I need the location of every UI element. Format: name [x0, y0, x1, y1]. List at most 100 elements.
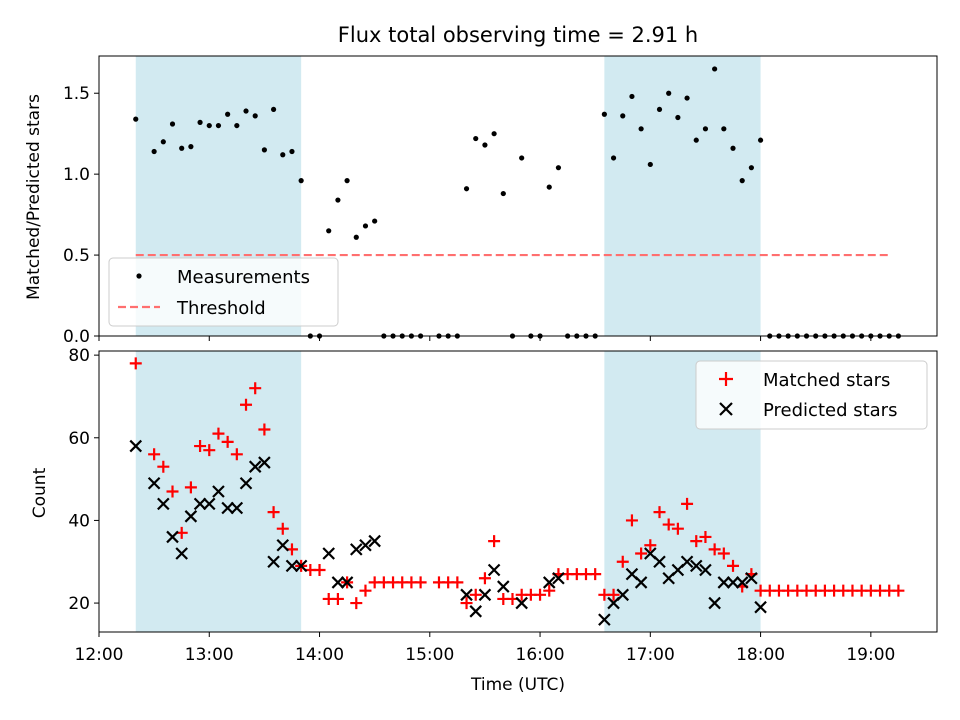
- matched-star-point: [203, 444, 216, 457]
- matched-star-point: [690, 535, 703, 548]
- predicted-star-point: [653, 555, 666, 569]
- x-tick-label: 17:00: [626, 645, 675, 665]
- matched-star-point: [644, 539, 657, 552]
- matched-star-point: [478, 572, 491, 585]
- predicted-star-point: [717, 576, 731, 589]
- measurement-point: [169, 121, 176, 127]
- measurement-point: [326, 228, 332, 234]
- matched-star-point: [699, 530, 712, 543]
- measurement-point: [519, 155, 525, 161]
- legend-marker-predicted: [719, 402, 733, 416]
- matched-star-point: [313, 564, 326, 577]
- predicted-star-point: [129, 439, 143, 453]
- predicted-star-point: [699, 563, 712, 577]
- predicted-star-point: [515, 596, 528, 610]
- predicted-star-point: [239, 476, 253, 490]
- legend-label-measurements: Measurements: [177, 267, 310, 288]
- predicted-star-point: [460, 588, 473, 602]
- matched-star-point: [129, 357, 142, 370]
- matched-star-point: [717, 547, 730, 560]
- matched-star-point: [671, 522, 684, 535]
- matched-star-point: [249, 382, 262, 395]
- matched-star-point: [616, 555, 629, 568]
- measurement-point: [629, 93, 635, 100]
- x-tick-label: 14:00: [295, 645, 344, 665]
- measurement-point: [289, 148, 295, 155]
- measurement-point: [362, 223, 369, 229]
- predicted-star-point: [754, 600, 767, 614]
- matched-star-point: [727, 559, 740, 572]
- measurement-point: [656, 106, 663, 113]
- y-tick-label: 20: [68, 594, 90, 614]
- predicted-star-point: [230, 501, 244, 515]
- predicted-star-point: [147, 476, 161, 490]
- predicted-star-point: [193, 497, 207, 511]
- matched-star-point: [653, 506, 666, 519]
- measurement-point: [702, 126, 709, 132]
- measurement-point: [675, 114, 681, 121]
- x-tick-label: 12:00: [75, 645, 124, 665]
- measurement-point: [546, 184, 552, 190]
- measurement-point: [179, 145, 185, 151]
- matched-star-point: [267, 506, 280, 519]
- measurement-point: [344, 178, 350, 184]
- predicted-star-point: [350, 543, 363, 556]
- predicted-star-point: [359, 538, 372, 552]
- y-tick-label: 1.0: [63, 165, 90, 185]
- measurement-point: [730, 145, 736, 151]
- measurement-point: [757, 137, 764, 143]
- measurement-point: [620, 113, 626, 119]
- predicted-star-point: [368, 534, 381, 548]
- predicted-star-point: [202, 497, 216, 511]
- bottom-legend: Matched stars Predicted stars: [695, 360, 928, 430]
- top-y-axis-label: Matched/Predicted stars: [24, 94, 44, 300]
- predicted-star-point: [212, 485, 225, 498]
- bottom-legend-box: [695, 360, 928, 430]
- matched-star-point: [258, 423, 271, 436]
- predicted-star-point: [552, 572, 565, 585]
- matched-star-point: [221, 435, 234, 448]
- measurement-point: [739, 178, 745, 184]
- matched-star-point: [589, 568, 602, 581]
- predicted-star-point: [726, 576, 740, 589]
- measurement-point: [206, 122, 212, 129]
- top-legend-box: [108, 257, 339, 327]
- predicted-star-point: [294, 559, 308, 573]
- measurement-point: [712, 66, 718, 72]
- predicted-star-point: [680, 555, 694, 569]
- measurement-point: [500, 190, 506, 197]
- matched-star-point: [276, 522, 289, 535]
- x-tick-label: 13:00: [185, 645, 234, 665]
- matched-star-point: [488, 535, 501, 548]
- measurement-point: [748, 165, 754, 171]
- matched-star-point: [635, 547, 648, 560]
- bottom-plot-frame: [98, 350, 938, 633]
- matched-star-point: [331, 592, 344, 605]
- legend-label-matched: Matched stars: [763, 370, 890, 391]
- matched-star-point: [681, 497, 694, 510]
- measurement-point: [491, 131, 497, 137]
- x-tick-label: 19:00: [846, 645, 895, 665]
- matched-star-point: [469, 588, 482, 601]
- count-plot: Count Time (UTC) 20 40 60 80 12:00 13:00 14:00…: [30, 346, 938, 695]
- x-tick-label: 16:00: [516, 645, 565, 665]
- predicted-star-point: [285, 559, 299, 573]
- y-tick-label: 40: [68, 511, 90, 531]
- predicted-star-point: [708, 596, 721, 610]
- measurement-point: [353, 234, 359, 240]
- measurement-point: [188, 144, 194, 150]
- bottom-y-axis-label: Count: [30, 467, 50, 518]
- measurement-point: [243, 108, 249, 114]
- measurement-point: [555, 165, 562, 171]
- bottom-plot-marks: [129, 357, 905, 626]
- ratio-plot: Flux total observing time = 2.91 h Match…: [24, 23, 938, 347]
- matched-star-point: [534, 588, 547, 601]
- measurement-point: [473, 135, 479, 142]
- x-tick-label: 15:00: [405, 645, 454, 665]
- predicted-star-point: [258, 456, 271, 469]
- matched-star-point: [451, 576, 464, 589]
- shaded-region: [604, 56, 761, 336]
- measurement-point: [133, 116, 139, 122]
- matched-star-point: [662, 518, 675, 531]
